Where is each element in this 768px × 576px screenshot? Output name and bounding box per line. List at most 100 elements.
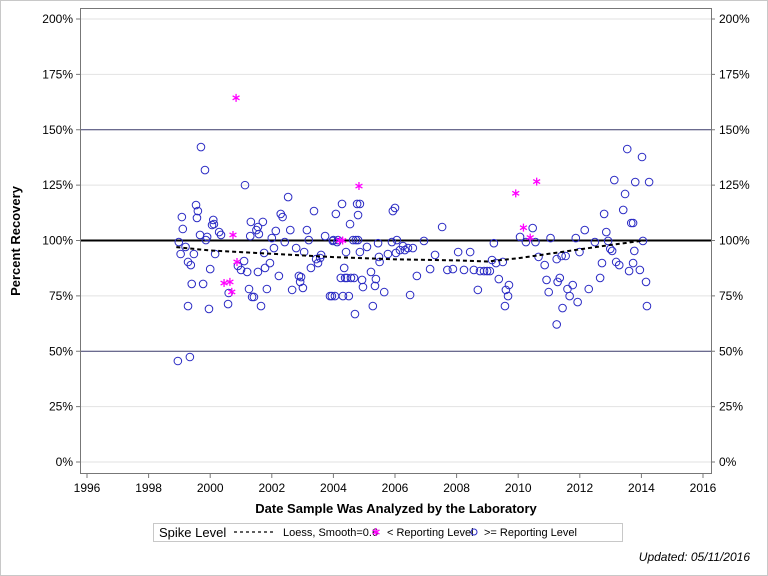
x-tick-label: 2004 bbox=[320, 481, 347, 495]
data-point-circle bbox=[244, 284, 254, 294]
data-point-circle bbox=[196, 142, 206, 152]
data-point-circle bbox=[597, 258, 607, 268]
data-point-circle bbox=[603, 236, 613, 246]
data-point-circle bbox=[642, 301, 652, 311]
data-point-circle bbox=[611, 257, 621, 267]
data-point-circle bbox=[624, 266, 634, 276]
data-point-circle bbox=[403, 243, 413, 253]
data-point-circle bbox=[494, 274, 504, 284]
data-point-circle bbox=[371, 274, 381, 284]
legend-loess: Loess, Smooth=0.6 bbox=[283, 527, 378, 539]
y-tick-label-right: 150% bbox=[719, 123, 750, 137]
data-point-circle bbox=[351, 235, 361, 245]
data-point-circle bbox=[320, 231, 330, 241]
data-point-circle bbox=[345, 219, 355, 229]
data-point-circle bbox=[590, 237, 600, 247]
data-point-star bbox=[226, 277, 234, 286]
data-point-circle bbox=[207, 220, 217, 230]
x-tick-label: 2006 bbox=[382, 481, 409, 495]
data-point-circle bbox=[630, 246, 639, 256]
data-point-circle bbox=[500, 301, 510, 311]
data-point-circle bbox=[609, 175, 619, 185]
data-point-circle bbox=[571, 233, 581, 243]
data-point-circle bbox=[430, 250, 440, 260]
data-point-circle bbox=[374, 252, 384, 262]
legend-below-reporting: < Reporting Level bbox=[387, 527, 474, 539]
data-point-circle bbox=[473, 285, 483, 295]
data-point-circle bbox=[296, 272, 306, 282]
data-point-circle bbox=[552, 254, 562, 264]
data-point-circle bbox=[528, 223, 537, 233]
x-tick-label: 2010 bbox=[505, 481, 532, 495]
data-point-circle bbox=[641, 277, 651, 287]
x-tick-label: 1996 bbox=[74, 481, 101, 495]
data-point-circle bbox=[348, 235, 358, 245]
y-tick-label-right: 100% bbox=[719, 234, 750, 248]
data-point-circle bbox=[271, 226, 281, 236]
data-point-circle bbox=[254, 229, 264, 239]
data-point-star bbox=[233, 257, 241, 266]
data-point-circle bbox=[601, 227, 611, 237]
data-point-circle bbox=[558, 303, 567, 313]
data-point-circle bbox=[368, 301, 378, 311]
data-point-circle bbox=[355, 247, 365, 257]
x-tick-label: 2014 bbox=[628, 481, 655, 495]
data-point-circle bbox=[390, 203, 400, 213]
data-point-circle bbox=[534, 252, 543, 262]
data-point-circle bbox=[575, 247, 584, 257]
data-point-circle bbox=[336, 273, 346, 283]
data-point-circle bbox=[205, 264, 215, 274]
data-point-circle bbox=[561, 251, 570, 261]
data-point-circle bbox=[283, 192, 293, 202]
legend-spike-level: Spike Level bbox=[159, 525, 226, 540]
data-point-circle bbox=[192, 213, 202, 223]
data-point-circle bbox=[425, 264, 435, 274]
y-tick-label: 100% bbox=[42, 234, 73, 248]
data-point-circle bbox=[341, 247, 351, 257]
data-point-circle bbox=[339, 263, 349, 273]
data-point-circle bbox=[531, 237, 540, 247]
data-point-circle bbox=[366, 267, 376, 277]
data-point-star bbox=[355, 182, 363, 191]
y-tick-label-right: 75% bbox=[719, 289, 743, 303]
data-point-circle bbox=[338, 291, 348, 301]
data-point-circle bbox=[637, 152, 647, 162]
data-point-circle bbox=[419, 236, 429, 246]
data-point-circle bbox=[178, 224, 188, 234]
data-point-circle bbox=[253, 267, 263, 277]
data-point-circle bbox=[189, 249, 199, 259]
data-point-circle bbox=[280, 237, 290, 247]
data-point-circle bbox=[412, 271, 422, 281]
data-point-circle bbox=[316, 250, 326, 260]
data-point-star bbox=[519, 223, 528, 232]
x-tick-label: 2008 bbox=[443, 481, 470, 495]
y-tick-label-right: 125% bbox=[719, 178, 750, 192]
data-point-circle bbox=[209, 219, 219, 229]
data-point-circle bbox=[313, 258, 323, 268]
data-point-circle bbox=[546, 233, 555, 243]
x-tick-label: 2002 bbox=[258, 481, 285, 495]
data-point-star bbox=[335, 236, 344, 245]
data-point-circle bbox=[491, 258, 501, 268]
data-point-circle bbox=[555, 273, 565, 283]
data-point-circle bbox=[236, 265, 246, 275]
data-point-circle bbox=[355, 199, 365, 209]
data-point-circle bbox=[465, 247, 475, 257]
data-point-circle bbox=[628, 258, 638, 268]
data-point-star bbox=[532, 177, 541, 186]
data-point-circle bbox=[183, 257, 193, 267]
data-point-circle bbox=[186, 260, 196, 270]
data-point-circle bbox=[327, 291, 337, 301]
data-point-circle bbox=[200, 165, 210, 175]
data-point-circle bbox=[358, 282, 368, 292]
y-tick-label: 150% bbox=[42, 123, 73, 137]
data-point-star bbox=[338, 236, 347, 245]
data-point-circle bbox=[267, 233, 277, 243]
data-point-circle bbox=[349, 273, 359, 283]
data-point-circle bbox=[408, 243, 418, 253]
data-point-circle bbox=[202, 232, 212, 242]
data-point-circle bbox=[540, 260, 549, 270]
y-tick-label-right: 175% bbox=[719, 67, 750, 81]
data-point-circle bbox=[191, 200, 201, 210]
data-point-star bbox=[511, 189, 520, 198]
